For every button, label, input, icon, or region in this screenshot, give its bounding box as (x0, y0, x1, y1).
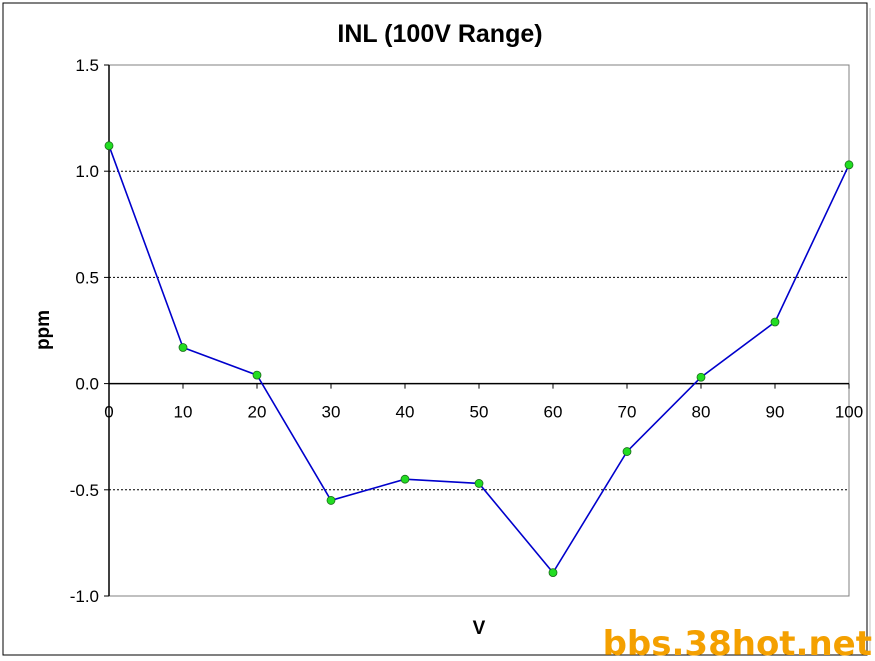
data-point (474, 479, 484, 488)
data-point (178, 343, 188, 352)
series (104, 141, 854, 578)
data-point (770, 317, 780, 327)
data-point (104, 141, 114, 151)
x-tick-label: 70 (618, 403, 637, 422)
plot-area (108, 64, 850, 597)
x-axis-label: V (473, 618, 486, 639)
data-point (326, 496, 336, 505)
x-tick-label: 20 (248, 403, 267, 422)
gridlines (109, 170, 849, 491)
y-tick-labels: 1.5 1.0 0.5 0.0 -0.5 -1.0 (70, 56, 99, 606)
x-tick-label: 0 (104, 403, 113, 422)
data-point (844, 160, 854, 170)
x-tick-label: 60 (544, 403, 563, 422)
x-tick-label: 80 (692, 403, 711, 422)
x-tick-labels: 0 10 20 30 40 50 60 70 80 90 100 (104, 403, 863, 422)
y-tick-label: 1.5 (75, 56, 99, 75)
x-tick-label: 40 (396, 403, 415, 422)
data-point (400, 474, 410, 484)
data-point (548, 568, 558, 578)
x-tick-label: 100 (835, 403, 863, 422)
x-tick-label: 90 (766, 403, 785, 422)
x-tick-label: 50 (470, 403, 489, 422)
y-tick-label: 0.5 (75, 268, 99, 287)
data-point (622, 447, 632, 456)
x-tick-label: 30 (322, 403, 341, 422)
data-point (696, 372, 706, 382)
y-tick-label: 1.0 (75, 162, 99, 181)
axes (104, 64, 850, 597)
chart-border (2, 2, 868, 656)
y-axis-label: ppm (33, 310, 54, 350)
chart-title: INL (100V Range) (337, 20, 542, 48)
data-point (252, 370, 262, 380)
watermark: bbs.38hot.net (603, 624, 872, 661)
x-tick-label: 10 (174, 403, 193, 422)
y-tick-label: -0.5 (70, 481, 99, 500)
y-tick-label: -1.0 (70, 587, 99, 606)
y-tick-label: 0.0 (75, 375, 99, 394)
